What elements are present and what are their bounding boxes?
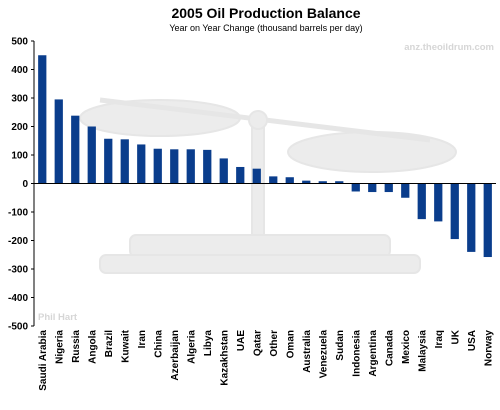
x-tick-label: Argentina — [368, 330, 379, 377]
x-tick-label: China — [153, 330, 164, 358]
balance-scale-watermark-icon — [79, 97, 457, 274]
bar-iran — [137, 144, 146, 184]
x-tick-label: Azerbaijan — [170, 330, 181, 381]
y-tick-label: -100 — [8, 208, 28, 219]
x-tick-label: Qatar — [252, 330, 263, 356]
y-tick-label: 100 — [11, 151, 28, 162]
author-watermark: Phil Hart — [38, 312, 78, 323]
x-tick-label: Australia — [302, 330, 313, 373]
bar-australia — [302, 180, 311, 184]
x-tick-label: USA — [467, 330, 478, 351]
chart-title: 2005 Oil Production Balance — [171, 5, 360, 21]
x-tick-label: Iran — [137, 330, 148, 348]
x-tick-label: UK — [450, 329, 461, 344]
x-axis-labels: Saudi Arabia Nigeria Russia Angola Brazil Kuw… — [38, 329, 495, 391]
bar-iraq — [434, 183, 443, 222]
bar-uae — [236, 166, 245, 184]
x-tick-label: UAE — [236, 330, 247, 351]
x-tick-label: Kazakhstan — [219, 330, 230, 386]
y-axis: -500 -400 -300 -200 -100 0 100 200 300 400 500 — [8, 37, 496, 333]
x-tick-label: Libya — [203, 330, 214, 357]
bar-libya — [203, 149, 212, 184]
bar-usa — [467, 183, 476, 252]
bars — [38, 55, 492, 258]
bar-angola — [87, 126, 96, 184]
bar-uk — [450, 183, 459, 240]
bar-kazakhstan — [219, 158, 228, 184]
bar-algeria — [186, 149, 195, 184]
bar-argentina — [368, 183, 377, 193]
bar-kuwait — [120, 139, 129, 184]
y-tick-label: 400 — [11, 65, 28, 76]
y-tick-label: 200 — [11, 122, 28, 133]
x-tick-label: Oman — [285, 330, 296, 358]
x-tick-label: Malaysia — [417, 330, 428, 372]
y-tick-label: -300 — [8, 265, 28, 276]
x-tick-label: Mexico — [401, 330, 412, 364]
y-tick-label: 300 — [11, 94, 28, 105]
y-tick-label: -400 — [8, 293, 28, 304]
y-tick-label: -200 — [8, 236, 28, 247]
bar-nigeria — [54, 99, 63, 184]
bar-brazil — [104, 138, 113, 184]
x-tick-label: Other — [269, 330, 280, 357]
site-watermark: anz.theoildrum.com — [404, 42, 494, 53]
x-tick-label: Iraq — [434, 330, 445, 348]
x-tick-label: Nigeria — [54, 330, 65, 364]
x-tick-label: Saudi Arabia — [38, 330, 49, 391]
bar-mexico — [401, 183, 410, 198]
x-tick-label: Russia — [71, 330, 82, 363]
bar-china — [153, 148, 162, 184]
x-tick-label: Sudan — [335, 330, 346, 361]
y-tick-label: 500 — [11, 37, 28, 48]
y-tick-label: 0 — [22, 179, 28, 190]
y-tick-label: -500 — [8, 322, 28, 333]
bar-norway — [483, 183, 492, 258]
bar-other — [269, 176, 278, 184]
chart-subtitle: Year on Year Change (thousand barrels pe… — [169, 23, 362, 33]
bar-indonesia — [351, 183, 360, 192]
bar-canada — [384, 183, 393, 193]
bar-venezuela — [318, 181, 327, 184]
x-tick-label: Algeria — [186, 330, 197, 364]
x-tick-label: Norway — [483, 330, 494, 367]
x-tick-label: Indonesia — [351, 330, 362, 377]
bar-azerbaijan — [170, 149, 179, 184]
bar-sudan — [335, 181, 344, 184]
x-tick-label: Kuwait — [120, 329, 131, 362]
x-tick-label: Brazil — [104, 330, 115, 357]
x-tick-label: Canada — [384, 330, 395, 367]
x-tick-label: Angola — [87, 330, 98, 364]
bar-malaysia — [417, 183, 426, 220]
x-tick-label: Venezuela — [318, 330, 329, 379]
bar-russia — [71, 115, 80, 184]
bar-qatar — [252, 168, 261, 184]
bar-oman — [285, 177, 294, 184]
bar-saudi-arabia — [38, 55, 47, 184]
